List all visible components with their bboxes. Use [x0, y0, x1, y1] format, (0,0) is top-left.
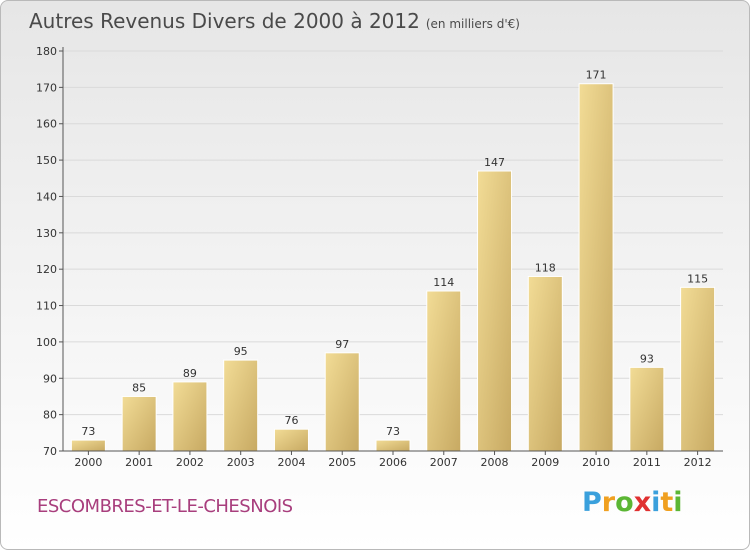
- x-tick-label: 2003: [227, 456, 255, 469]
- y-tick-label: 120: [36, 263, 57, 276]
- bar-value-label: 76: [284, 414, 298, 427]
- bar: [70, 439, 106, 452]
- y-tick-label: 180: [36, 45, 57, 58]
- bar-value-label: 171: [586, 69, 607, 82]
- title-text: Autres Revenus Divers de 2000 à 2012: [29, 9, 420, 33]
- bar: [629, 366, 665, 452]
- bar: [426, 290, 462, 452]
- logo-letter: r: [601, 487, 616, 518]
- x-tick-label: 2007: [430, 456, 458, 469]
- x-tick-label: 2011: [633, 456, 661, 469]
- bar: [172, 381, 208, 452]
- x-tick-label: 2002: [176, 456, 204, 469]
- bar-value-label: 97: [335, 338, 349, 351]
- bar: [527, 275, 563, 452]
- y-tick-label: 130: [36, 227, 57, 240]
- logo-letter: x: [633, 487, 652, 518]
- bar-value-label: 114: [433, 276, 454, 289]
- proxiti-logo[interactable]: Proxiti: [582, 487, 683, 518]
- bar-value-label: 93: [640, 352, 654, 365]
- bar: [324, 352, 360, 452]
- y-tick-label: 70: [43, 445, 57, 458]
- logo-letter: o: [615, 487, 634, 518]
- bar-value-label: 147: [484, 156, 505, 169]
- y-tick-label: 110: [36, 300, 57, 313]
- logo-letter: i: [651, 487, 661, 518]
- x-tick-label: 2008: [481, 456, 509, 469]
- bar-value-label: 118: [535, 261, 556, 274]
- bar: [477, 170, 513, 452]
- x-tick-label: 2001: [125, 456, 153, 469]
- bar: [680, 286, 716, 452]
- x-tick-label: 2012: [684, 456, 712, 469]
- x-tick-label: 2010: [582, 456, 610, 469]
- bar-value-label: 73: [81, 425, 95, 438]
- y-tick-label: 90: [43, 372, 57, 385]
- bar: [121, 395, 157, 452]
- grid-lines: [63, 50, 723, 416]
- bar: [223, 359, 259, 452]
- bar: [273, 428, 309, 452]
- y-tick-label: 150: [36, 154, 57, 167]
- x-tick-label: 2004: [277, 456, 305, 469]
- y-tick-label: 160: [36, 118, 57, 131]
- logo-letter: P: [582, 487, 602, 518]
- y-tick-label: 170: [36, 81, 57, 94]
- logo-letter: t: [660, 487, 674, 518]
- y-tick-label: 100: [36, 336, 57, 349]
- bars: 73 85 89 95 76 97 73 114 147 118 171 93 115: [70, 69, 716, 452]
- logo-letter: i: [673, 487, 683, 518]
- x-tick-label: 2006: [379, 456, 407, 469]
- y-tick-label: 140: [36, 190, 57, 203]
- bar-value-label: 85: [132, 381, 146, 394]
- x-tick-label: 2005: [328, 456, 356, 469]
- bar: [375, 439, 411, 452]
- bar: [578, 83, 614, 452]
- x-tick-label: 2000: [74, 456, 102, 469]
- bar-value-label: 73: [386, 425, 400, 438]
- commune-name: ESCOMBRES-ET-LE-CHESNOIS: [37, 496, 293, 517]
- y-tick-label: 80: [43, 409, 57, 422]
- title-unit: (en milliers d'€): [425, 17, 520, 31]
- chart-title: Autres Revenus Divers de 2000 à 2012 (en …: [29, 9, 520, 33]
- axes: 70 80 90 100 110 120 130 140 150 160 170 180 2000 200…: [36, 45, 723, 469]
- bar-value-label: 95: [234, 345, 248, 358]
- bar-value-label: 115: [687, 272, 708, 285]
- x-tick-label: 2009: [531, 456, 559, 469]
- bar-value-label: 89: [183, 367, 197, 380]
